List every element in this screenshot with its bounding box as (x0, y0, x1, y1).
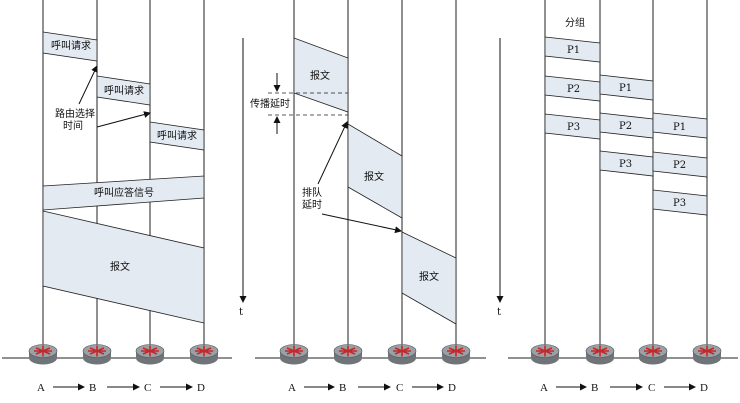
call-request-band-bc (96, 75, 151, 106)
router-icon (638, 343, 668, 366)
node-label-a: A (540, 382, 548, 394)
node-labels-panel-3: A B C D (540, 382, 708, 394)
router-icon (441, 343, 471, 366)
call-request-band-ab (42, 31, 98, 62)
packet-c-p2-label: P2 (673, 160, 686, 171)
router-icon (135, 343, 165, 366)
node-label-b: B (591, 382, 598, 394)
routing-time-label-1: 路由选择 (55, 107, 95, 120)
node-label-a: A (37, 382, 45, 394)
node-label-b: B (89, 382, 96, 394)
router-icon (279, 343, 309, 366)
call-request-label-3: 呼叫请求 (157, 129, 197, 142)
routing-arrow-c (96, 111, 151, 128)
packet-c-p3 (652, 189, 708, 216)
router-icon (387, 343, 417, 366)
call-request-label-1: 呼叫请求 (51, 39, 91, 52)
message-band (42, 210, 205, 324)
packet-c-p1-label: P1 (673, 122, 686, 133)
packet-a-p3 (544, 113, 601, 140)
packet-a-p1 (544, 36, 601, 63)
message-label-ab: 报文 (310, 69, 330, 82)
message-label: 报文 (110, 260, 130, 273)
packet-c-p3-label: P3 (673, 198, 686, 209)
queue-arrow-b (317, 121, 348, 185)
packet-c-p1 (652, 112, 708, 139)
message-label-bc: 报文 (364, 170, 384, 183)
packet-b-p1-label: P1 (619, 83, 632, 94)
answer-signal-label: 呼叫应答信号 (94, 186, 154, 199)
time-label-2: t (239, 307, 243, 318)
node-labels-panel-1: A B C D (37, 382, 205, 394)
packet-b-p2-label: P2 (619, 121, 632, 132)
node-label-d: D (700, 382, 708, 394)
node-label-c: C (648, 382, 655, 394)
node-label-c: C (144, 382, 151, 394)
message-band-bc (347, 123, 403, 219)
node-labels-panel-2: A B C D (288, 382, 456, 394)
router-icon (692, 343, 722, 366)
packet-a-p1-label: P1 (567, 45, 580, 56)
network-row (2, 343, 738, 366)
router-icon (189, 343, 219, 366)
time-label-3: t (497, 307, 501, 318)
packet-b-p1 (599, 74, 654, 101)
node-label-d: D (197, 382, 205, 394)
routing-arrow-b (78, 65, 98, 105)
packet-a-p2 (544, 75, 601, 102)
node-label-c: C (396, 382, 403, 394)
queue-delay-label-1: 排队 (302, 186, 322, 199)
message-label-cd: 报文 (419, 270, 439, 283)
call-request-band-cd (149, 121, 205, 151)
packet-b-p3-label: P3 (619, 159, 632, 170)
packet-b-p2 (599, 112, 654, 139)
message-band-cd (401, 231, 457, 325)
panel-packet-switching: t 分组 P1 P2 P3 P1 P2 P3 P1 P2 P3 (496, 0, 708, 350)
call-request-label-2: 呼叫请求 (104, 84, 144, 97)
queue-delay-label-2: 延时 (302, 199, 322, 211)
node-label-a: A (288, 382, 296, 394)
router-icon (530, 343, 560, 366)
router-icon (82, 343, 112, 366)
queue-arrow-c (321, 213, 402, 234)
packets-title: 分组 (565, 16, 585, 29)
propagation-delay-label: 传播延时 (250, 97, 290, 110)
router-icon (28, 343, 58, 366)
router-icon (333, 343, 363, 366)
packet-c-p2 (652, 151, 708, 178)
packet-a-p2-label: P2 (567, 84, 580, 95)
panel-circuit-switching: 呼叫请求 呼叫请求 呼叫请求 路由选择 时间 呼叫应答信号 报文 (42, 0, 205, 350)
routing-time-label-2: 时间 (63, 119, 83, 132)
node-label-b: B (339, 382, 346, 394)
answer-signal-band (42, 175, 205, 211)
packet-b-p3 (599, 150, 654, 177)
message-band-ab (293, 37, 349, 113)
packet-a-p3-label: P3 (567, 122, 580, 133)
router-icon (585, 343, 615, 366)
node-label-d: D (448, 382, 456, 394)
panel-message-switching: t 报文 报文 报文 传播延时 排队 延时 (239, 0, 457, 350)
